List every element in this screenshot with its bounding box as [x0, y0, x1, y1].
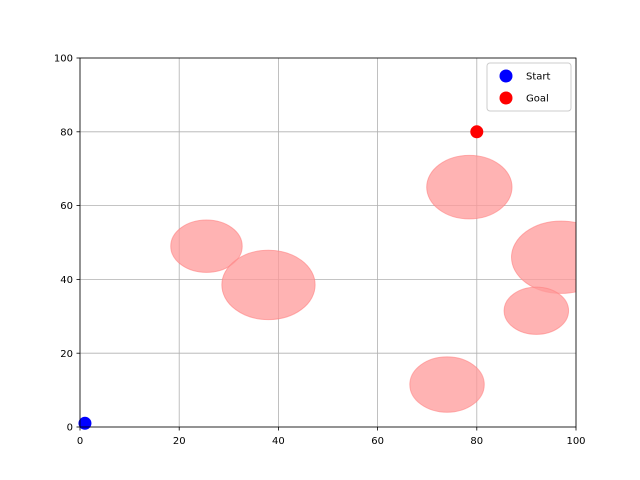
obstacle-circle — [426, 154, 513, 220]
plot-area — [80, 58, 576, 427]
y-tick-label: 0 — [67, 423, 73, 434]
start-point — [78, 416, 92, 430]
plot-frame — [79, 57, 577, 428]
x-tick-label: 40 — [272, 436, 285, 447]
y-tick-label: 100 — [54, 54, 73, 65]
obstacle-circle — [511, 220, 576, 294]
x-tick-label: 60 — [371, 436, 384, 447]
legend-label-start: Start — [526, 72, 551, 83]
y-tick-label: 60 — [60, 201, 73, 212]
obstacle-circle — [221, 249, 316, 321]
y-tick-label: 20 — [60, 349, 73, 360]
x-tick-label: 80 — [470, 436, 483, 447]
obstacles — [170, 154, 576, 413]
data-series — [78, 125, 484, 430]
obstacle-circle — [170, 219, 243, 273]
x-tick-label: 20 — [173, 436, 186, 447]
y-tick-label: 40 — [60, 275, 73, 286]
legend-marker-goal — [499, 91, 513, 105]
obstacle-circle — [503, 286, 570, 335]
legend-label-goal: Goal — [526, 94, 549, 105]
y-tick-label: 80 — [60, 127, 73, 138]
x-tick-label: 100 — [566, 436, 585, 447]
obstacle-circle — [409, 356, 485, 413]
x-tick-label: 0 — [77, 436, 83, 447]
axis-ticks: 0 20 40 60 80 100 0 20 40 60 80 100 — [54, 54, 586, 447]
goal-point — [470, 125, 484, 139]
legend: Start Goal — [486, 62, 572, 112]
legend-marker-start — [499, 69, 513, 83]
